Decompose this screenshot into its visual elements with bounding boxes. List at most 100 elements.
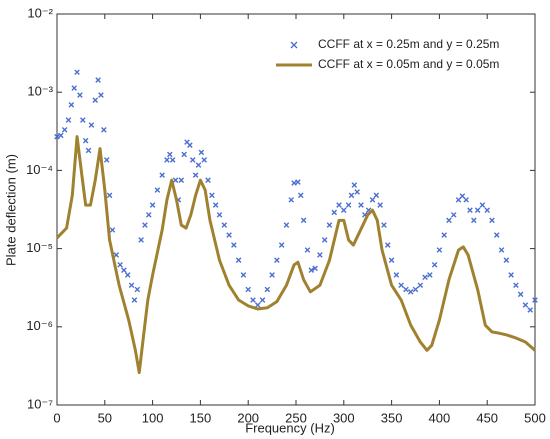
x-tick-label: 250 (285, 410, 307, 425)
scatter-point (195, 162, 202, 168)
scatter-point (124, 272, 131, 278)
scatter-point (436, 247, 443, 253)
x-tick-label: 500 (524, 410, 546, 425)
scatter-point (513, 282, 519, 289)
scatter-point (373, 192, 380, 199)
scatter-point (479, 202, 486, 208)
legend-label: CCFF at x = 0.25m and y = 0.25m (318, 37, 499, 51)
x-tick-label: 150 (190, 410, 212, 425)
scatter-point (412, 286, 419, 293)
scatter-point (288, 197, 295, 203)
scatter-point (269, 272, 275, 278)
scatter-point (312, 265, 318, 272)
scatter-point (167, 151, 173, 158)
scatter-point (226, 232, 232, 238)
scatter-point (427, 272, 433, 278)
scatter-point (308, 267, 315, 273)
scatter-point (235, 257, 242, 264)
scatter-point (522, 302, 529, 308)
scatter-point (336, 202, 342, 208)
scatter-point (484, 207, 490, 213)
x-tick-label: 300 (333, 410, 355, 425)
legend-label: CCFF at x = 0.05m and y = 0.05m (318, 57, 499, 71)
x-tick-label: 0 (53, 410, 60, 425)
y-tick-label: 10⁻⁷ (27, 396, 53, 411)
y-tick-label: 10⁻⁴ (26, 162, 53, 177)
scatter-point (503, 257, 510, 264)
y-tick-label: 10⁻⁵ (26, 240, 53, 255)
scatter-point (142, 222, 148, 228)
scatter-point (68, 102, 75, 108)
x-tick-label: 450 (476, 410, 498, 425)
scatter-point (259, 297, 266, 303)
scatter-point (106, 192, 113, 199)
scatter-point (384, 242, 391, 248)
scatter-point (463, 197, 469, 203)
scatter-point (297, 192, 304, 199)
scatter-point (117, 262, 123, 268)
x-tick-label: 400 (429, 410, 451, 425)
scatter-point (291, 180, 297, 186)
scatter-point (348, 192, 355, 199)
scatter-point (417, 282, 424, 289)
scatter-point (331, 209, 338, 216)
plot-frame (56, 13, 536, 406)
x-tick-label: 100 (142, 410, 164, 425)
scatter-point (388, 257, 395, 264)
scatter-point (209, 192, 215, 199)
x-axis-label: Frequency (Hz) (245, 420, 335, 435)
scatter-point (278, 242, 285, 248)
scatter-point (80, 117, 86, 123)
scatter-point (441, 232, 447, 238)
scatter-point (131, 297, 138, 303)
scatter-point (65, 117, 72, 123)
scatter-point (187, 142, 193, 148)
scatter-point (192, 172, 199, 178)
scatter-point (77, 92, 83, 98)
scatter-point (527, 307, 534, 313)
scatter-point (474, 207, 481, 213)
scatter-point (254, 302, 261, 308)
scatter-point (189, 157, 196, 163)
scatter-point (295, 179, 301, 185)
legend-marker (290, 41, 298, 49)
scatter-point (467, 207, 473, 213)
scatter-point (169, 157, 176, 163)
scatter-point (71, 85, 78, 91)
scatter-point (354, 189, 360, 195)
scatter-point (98, 92, 104, 98)
scatter-point (351, 182, 358, 188)
scatter-point (149, 202, 156, 208)
scatter-point (321, 237, 328, 243)
scatter-point (205, 177, 211, 183)
scatter-point (134, 286, 141, 293)
scatter-point (358, 202, 364, 208)
scatter-point (128, 282, 135, 289)
line-series (55, 135, 536, 375)
scatter-point (264, 286, 271, 293)
scatter-point (250, 297, 256, 303)
scatter-point (274, 257, 280, 264)
scatter-point (164, 157, 170, 163)
scatter-point (138, 237, 144, 243)
scatter-point (245, 286, 251, 293)
y-tick-label: 10⁻² (27, 5, 53, 20)
scatter-point (326, 222, 333, 228)
scatter-point (54, 133, 60, 140)
scatter-point (446, 217, 452, 224)
scatter-point (377, 202, 383, 208)
scatter-point (88, 122, 95, 128)
scatter-point (369, 197, 376, 203)
scatter-point (181, 151, 187, 158)
scatter-point (381, 222, 387, 228)
y-tick-label: 10⁻⁶ (26, 318, 53, 333)
scatter-point (85, 147, 92, 154)
scatter-point (145, 212, 152, 218)
scatter-point (407, 289, 414, 295)
scatter-point (300, 217, 307, 224)
scatter-point (113, 252, 120, 258)
scatter-point (58, 132, 64, 139)
x-tick-label: 200 (237, 410, 259, 425)
scatter-point (74, 69, 80, 76)
